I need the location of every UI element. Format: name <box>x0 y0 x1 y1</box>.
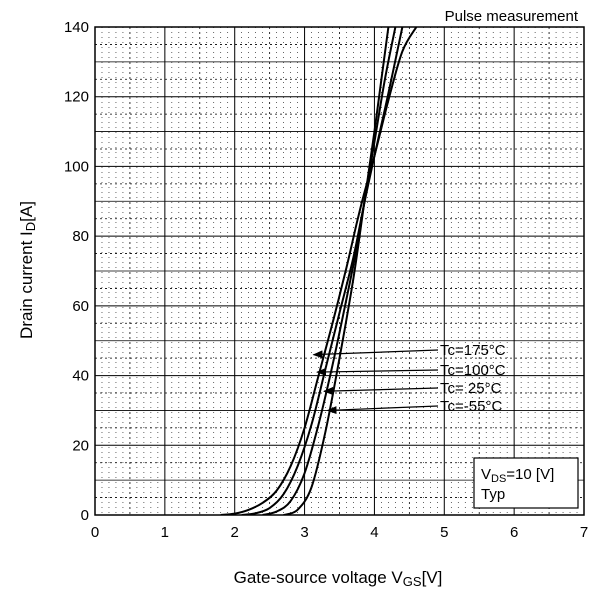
vds-condition: VDS=10 [V] <box>481 466 554 485</box>
y-tick-label: 0 <box>81 507 89 524</box>
x-tick-label: 4 <box>370 524 378 541</box>
legend-arrow <box>312 349 439 359</box>
y-axis-title-sub: D <box>23 222 38 231</box>
vds-main: V <box>481 466 491 483</box>
y-axis-title-unit: [A] <box>17 201 36 222</box>
plot-frame <box>94 26 585 516</box>
legend-label: Tc= 25°C <box>440 380 502 397</box>
grid <box>95 27 584 515</box>
legend-arrow <box>323 387 439 395</box>
y-tick-label: 80 <box>72 228 89 245</box>
y-tick-label: 120 <box>64 89 89 106</box>
x-axis-title: Gate-source voltage VGS[V] <box>234 568 443 589</box>
y-tick-label: 140 <box>64 19 89 36</box>
series-line-3 <box>262 27 397 515</box>
y-tick-label: 20 <box>72 437 89 454</box>
x-tick-label: 1 <box>161 524 169 541</box>
x-tick-label: 6 <box>510 524 518 541</box>
legend-label: Tc=175°C <box>440 342 506 359</box>
x-axis-title-unit: [V] <box>422 568 443 587</box>
y-tick-label: 60 <box>72 298 89 315</box>
vds-value: =10 [V] <box>506 466 554 483</box>
x-axis-title-sub: GS <box>403 574 422 589</box>
y-axis-title-main: Drain current I <box>17 231 36 339</box>
legend-label: Tc=100°C <box>440 362 506 379</box>
legend-label: Tc=-55°C <box>440 398 502 415</box>
chart-title: Pulse measurement <box>445 8 579 25</box>
legend-arrow <box>326 405 439 415</box>
vds-sub: DS <box>491 473 506 485</box>
x-axis-title-main: Gate-source voltage V <box>234 568 404 587</box>
legend-annotations: Tc=175°C Tc=100°CTc= 25°CTc=-55°C <box>312 342 506 415</box>
conditions-box-frame <box>473 457 579 509</box>
tick-labels: 0 1 2 3 4 5 6 7 0 20 40 60 80 100 120 140 <box>64 19 588 541</box>
curves <box>220 27 418 515</box>
conditions-box: VDS=10 [V] Typ <box>473 457 579 509</box>
x-tick-label: 2 <box>231 524 239 541</box>
y-tick-label: 100 <box>64 158 89 175</box>
typ-label: Typ <box>481 486 505 503</box>
legend-arrow <box>316 367 439 376</box>
series-line-4 <box>283 27 390 515</box>
x-tick-label: 0 <box>91 524 99 541</box>
x-tick-label: 7 <box>580 524 588 541</box>
x-tick-label: 5 <box>440 524 448 541</box>
x-tick-label: 3 <box>300 524 308 541</box>
y-tick-label: 40 <box>72 368 89 385</box>
y-axis-title: Drain current ID[A] <box>17 201 38 339</box>
